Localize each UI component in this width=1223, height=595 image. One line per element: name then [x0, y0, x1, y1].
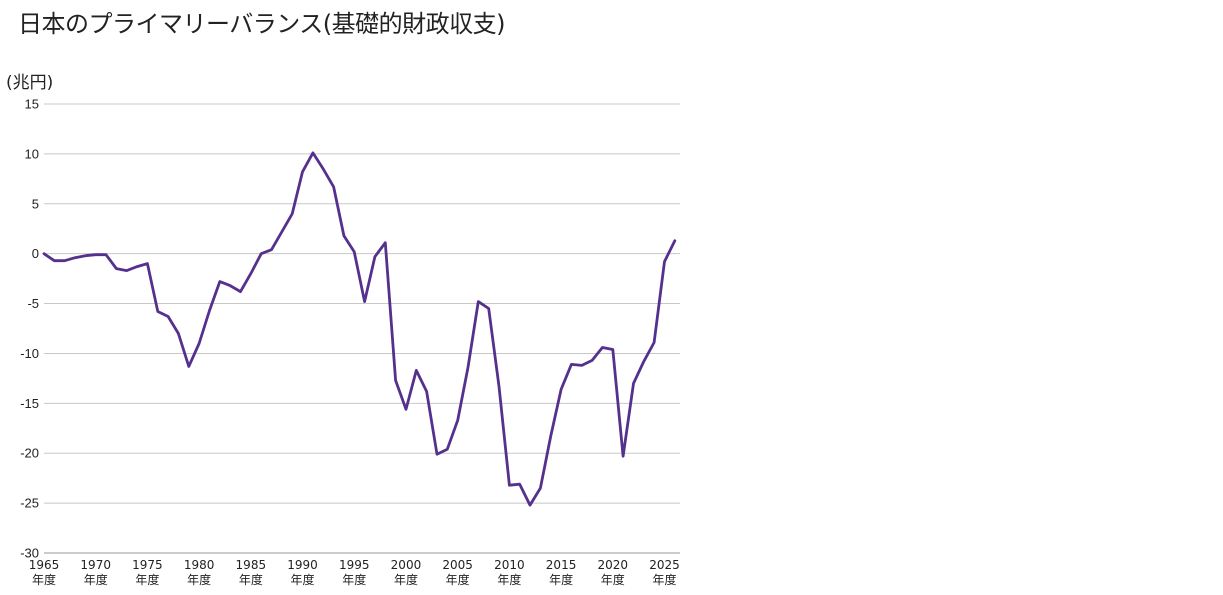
x-tick-label: 1990 年度: [287, 558, 318, 587]
data-point: [74, 256, 76, 258]
data-point: [653, 341, 655, 343]
chart-title: 日本のプライマリーバランス(基礎的財政収支): [18, 10, 506, 38]
data-point: [560, 388, 562, 390]
data-point: [632, 382, 634, 384]
data-point: [343, 235, 345, 237]
x-tick-label: 2025 年度: [649, 558, 680, 587]
data-point: [519, 483, 521, 485]
data-point: [612, 348, 614, 350]
data-point: [312, 152, 314, 154]
data-point: [136, 265, 138, 267]
data-point: [115, 267, 117, 269]
data-point: [550, 435, 552, 437]
data-point: [570, 363, 572, 365]
data-point: [601, 346, 603, 348]
y-axis-unit-label: (兆円): [6, 73, 54, 93]
x-tick-label: 1985 年度: [236, 558, 267, 587]
x-tick-label: 1965 年度: [29, 558, 60, 587]
x-tick-label: 1970 年度: [80, 558, 111, 587]
data-point: [591, 359, 593, 361]
y-tick-label: -5: [27, 296, 39, 311]
data-point: [581, 364, 583, 366]
data-point: [84, 254, 86, 256]
data-point: [177, 332, 179, 334]
y-tick-label: -30: [20, 546, 39, 561]
data-point: [374, 255, 376, 257]
x-tick-label: 1980 年度: [184, 558, 215, 587]
data-point: [498, 385, 500, 387]
data-point: [394, 379, 396, 381]
data-point: [208, 309, 210, 311]
data-point: [250, 272, 252, 274]
data-point: [219, 280, 221, 282]
data-point: [167, 315, 169, 317]
data-point: [456, 419, 458, 421]
data-point: [198, 342, 200, 344]
y-tick-label: -20: [20, 446, 39, 461]
data-point: [477, 300, 479, 302]
data-point: [270, 248, 272, 250]
data-point: [663, 260, 665, 262]
data-point: [322, 168, 324, 170]
x-axis-ticks: 1965 年度 1970 年度 1975 年度 1980 年度 1985 年度 1990 年度 1995…: [29, 558, 680, 587]
data-point: [539, 487, 541, 489]
y-tick-label: 10: [25, 146, 39, 161]
y-tick-label: -25: [20, 496, 39, 511]
y-axis-ticks: 15 10 5 0 -5 -10 -15 -20 -25 -30: [20, 97, 39, 561]
data-point: [487, 307, 489, 309]
data-point: [157, 310, 159, 312]
data-point: [146, 262, 148, 264]
data-point: [425, 390, 427, 392]
y-tick-label: -10: [20, 346, 39, 361]
y-tick-label: 5: [32, 196, 39, 211]
data-point: [105, 253, 107, 255]
data-point: [291, 213, 293, 215]
data-point: [363, 300, 365, 302]
x-tick-label: 2005 年度: [442, 558, 473, 587]
data-point: [446, 448, 448, 450]
y-tick-label: 15: [25, 97, 39, 112]
data-point: [53, 259, 55, 261]
x-tick-label: 1995 年度: [339, 558, 370, 587]
y-tick-label: -15: [20, 396, 39, 411]
data-point: [622, 455, 624, 457]
data-point: [126, 269, 128, 271]
data-point: [260, 252, 262, 254]
data-point: [63, 259, 65, 261]
data-point: [332, 186, 334, 188]
x-tick-label: 2020 年度: [598, 558, 629, 587]
x-tick-label: 2000 年度: [391, 558, 422, 587]
data-point: [95, 253, 97, 255]
data-point: [436, 453, 438, 455]
data-point: [529, 504, 531, 506]
x-tick-label: 2015 年度: [546, 558, 577, 587]
y-tick-label: 0: [32, 246, 39, 261]
x-tick-label: 2010 年度: [494, 558, 525, 587]
data-point: [301, 171, 303, 173]
data-point: [467, 366, 469, 368]
x-tick-label: 1975 年度: [132, 558, 163, 587]
data-point: [43, 252, 45, 254]
data-point: [229, 284, 231, 286]
data-point: [405, 408, 407, 410]
series-line: [42, 151, 677, 507]
data-point: [384, 241, 386, 243]
data-point: [643, 360, 645, 362]
data-point: [415, 369, 417, 371]
data-point: [353, 250, 355, 252]
series-group: [42, 151, 677, 507]
gridlines: [44, 103, 680, 554]
data-point: [281, 231, 283, 233]
data-point: [508, 484, 510, 486]
data-point: [239, 290, 241, 292]
data-point: [188, 365, 190, 367]
data-point: [674, 239, 676, 241]
